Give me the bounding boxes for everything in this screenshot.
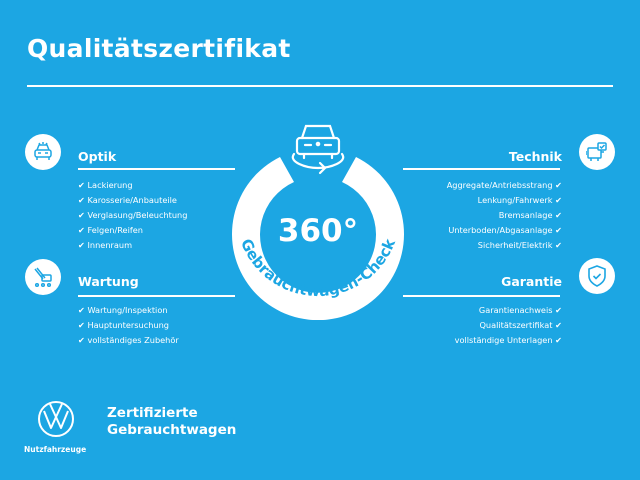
- section-title-wartung: Wartung: [78, 274, 139, 289]
- list-item-label: Qualitätszertifikat: [479, 320, 553, 330]
- car-front-icon: [25, 134, 61, 170]
- page-title: Qualitätszertifikat: [27, 34, 291, 63]
- list-item: vollständige Unterlagen ✔: [380, 333, 562, 348]
- section-divider: [78, 168, 235, 170]
- list-garantie: Garantienachweis ✔ Qualitätszertifikat ✔ v…: [380, 303, 562, 348]
- list-item-label: Garantienachweis: [478, 305, 553, 315]
- car-rotate-icon: [291, 124, 345, 175]
- check-icon: ✔: [555, 195, 562, 205]
- list-optik: ✔ Lackierung ✔ Karosserie/Anbauteile ✔ Ver…: [78, 178, 187, 253]
- maintenance-icon: [25, 259, 61, 295]
- 360-check-badge: 360° Gebrauchtwagen-Check: [232, 124, 404, 320]
- list-item: Qualitätszertifikat ✔: [380, 318, 562, 333]
- check-icon: ✔: [555, 240, 562, 250]
- list-item: ✔ Hauptuntersuchung: [78, 318, 179, 333]
- check-icon: ✔: [78, 210, 85, 220]
- section-divider: [78, 295, 235, 297]
- check-icon: ✔: [555, 320, 562, 330]
- check-icon: ✔: [78, 225, 85, 235]
- check-icon: ✔: [555, 305, 562, 315]
- list-item-label: Hauptuntersuchung: [87, 320, 169, 330]
- section-title-technik: Technik: [508, 149, 562, 164]
- list-item: ✔ Lackierung: [78, 178, 187, 193]
- badge-value: 360°: [278, 213, 358, 249]
- list-item: ✔ vollständiges Zubehör: [78, 333, 179, 348]
- list-item: ✔ Verglasung/Beleuchtung: [78, 208, 187, 223]
- check-icon: ✔: [78, 180, 85, 190]
- list-item: Bremsanlage ✔: [380, 208, 562, 223]
- list-item-label: Aggregate/Antriebsstrang: [446, 180, 553, 190]
- list-wartung: ✔ Wartung/Inspektion ✔ Hauptuntersuchung ✔…: [78, 303, 179, 348]
- list-item: ✔ Felgen/Reifen: [78, 223, 187, 238]
- badge-ring: [232, 157, 404, 320]
- list-item: Garantienachweis ✔: [380, 303, 562, 318]
- section-divider: [403, 168, 560, 170]
- list-item: Sicherheit/Elektrik ✔: [380, 238, 562, 253]
- list-item-label: Unterboden/Abgasanlage: [448, 225, 553, 235]
- list-item: Unterboden/Abgasanlage ✔: [380, 223, 562, 238]
- list-item-label: Sicherheit/Elektrik: [477, 240, 553, 250]
- list-item: Aggregate/Antriebsstrang ✔: [380, 178, 562, 193]
- list-item-label: Lenkung/Fahrwerk: [477, 195, 553, 205]
- check-icon: ✔: [78, 240, 85, 250]
- check-icon: ✔: [555, 335, 562, 345]
- section-title-optik: Optik: [78, 149, 117, 164]
- check-icon: ✔: [555, 210, 562, 220]
- list-item-label: Innenraum: [87, 240, 133, 250]
- list-item: Lenkung/Fahrwerk ✔: [380, 193, 562, 208]
- list-technik: Aggregate/Antriebsstrang ✔ Lenkung/Fahrwe…: [380, 178, 562, 253]
- check-icon: ✔: [555, 225, 562, 235]
- section-title-garantie: Garantie: [501, 274, 562, 289]
- footer-line-1: Zertifizierte: [107, 405, 198, 421]
- list-item-label: Bremsanlage: [498, 210, 553, 220]
- brand-subtitle: Nutzfahrzeuge: [24, 445, 87, 454]
- list-item-label: vollständiges Zubehör: [87, 335, 179, 345]
- check-icon: ✔: [78, 305, 85, 315]
- title-divider: [27, 85, 613, 87]
- check-icon: ✔: [78, 320, 85, 330]
- list-item-label: Verglasung/Beleuchtung: [87, 210, 188, 220]
- check-icon: ✔: [555, 180, 562, 190]
- vw-logo: [38, 401, 74, 437]
- section-divider: [403, 295, 560, 297]
- list-item: ✔ Wartung/Inspektion: [78, 303, 179, 318]
- list-item-label: Felgen/Reifen: [87, 225, 143, 235]
- list-item-label: Wartung/Inspektion: [87, 305, 168, 315]
- list-item: ✔ Innenraum: [78, 238, 187, 253]
- list-item-label: Karosserie/Anbauteile: [87, 195, 177, 205]
- check-icon: ✔: [78, 335, 85, 345]
- list-item-label: vollständige Unterlagen: [454, 335, 553, 345]
- shield-check-icon: [579, 258, 615, 294]
- list-item-label: Lackierung: [87, 180, 133, 190]
- footer-line-2: Gebrauchtwagen: [107, 422, 237, 438]
- check-icon: ✔: [78, 195, 85, 205]
- list-item: ✔ Karosserie/Anbauteile: [78, 193, 187, 208]
- engine-check-icon: [579, 134, 615, 170]
- footer-text: Zertifizierte Gebrauchtwagen: [107, 405, 236, 439]
